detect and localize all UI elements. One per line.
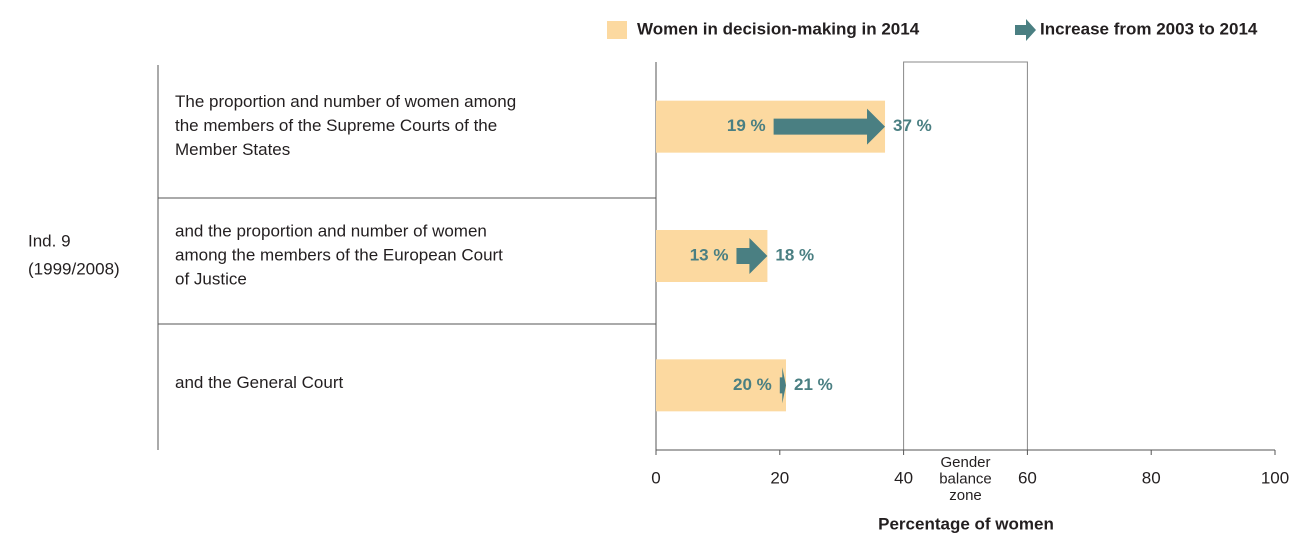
legend-label: Increase from 2003 to 2014 bbox=[1040, 19, 1258, 38]
x-tick-label: 100 bbox=[1261, 468, 1289, 487]
end-value-label: 18 % bbox=[775, 245, 814, 264]
bar bbox=[656, 359, 786, 412]
x-tick-label: 40 bbox=[894, 468, 913, 487]
legend-swatch bbox=[607, 21, 627, 39]
increase-arrow bbox=[773, 108, 886, 145]
x-tick-label: 20 bbox=[770, 468, 789, 487]
zone-label: Gender bbox=[940, 454, 990, 471]
x-tick-label: 0 bbox=[651, 468, 660, 487]
x-tick-label: 80 bbox=[1142, 468, 1161, 487]
increase-arrow bbox=[736, 238, 768, 274]
start-value-label: 13 % bbox=[690, 245, 729, 264]
category-label: and the General Court bbox=[175, 373, 343, 392]
category-label: The proportion and number of women among bbox=[175, 92, 516, 111]
zone-label: balance bbox=[939, 470, 992, 487]
end-value-label: 21 % bbox=[794, 375, 833, 394]
category-label: Member States bbox=[175, 140, 290, 159]
category-label: the members of the Supreme Courts of the bbox=[175, 116, 497, 135]
category-label: of Justice bbox=[175, 269, 247, 288]
increase-arrow bbox=[779, 367, 786, 404]
start-value-label: 19 % bbox=[727, 116, 766, 135]
category-label: and the proportion and number of women bbox=[175, 221, 487, 240]
x-axis-label: Percentage of women bbox=[878, 514, 1054, 533]
start-value-label: 20 % bbox=[733, 375, 772, 394]
end-value-label: 37 % bbox=[893, 116, 932, 135]
group-label: Ind. 9 bbox=[28, 231, 71, 250]
zone-label: zone bbox=[949, 487, 982, 504]
category-label: among the members of the European Court bbox=[175, 245, 503, 264]
x-tick-label: 60 bbox=[1018, 468, 1037, 487]
group-label: (1999/2008) bbox=[28, 259, 120, 278]
legend-label: Women in decision-making in 2014 bbox=[637, 19, 920, 38]
legend-arrow bbox=[1015, 19, 1036, 41]
